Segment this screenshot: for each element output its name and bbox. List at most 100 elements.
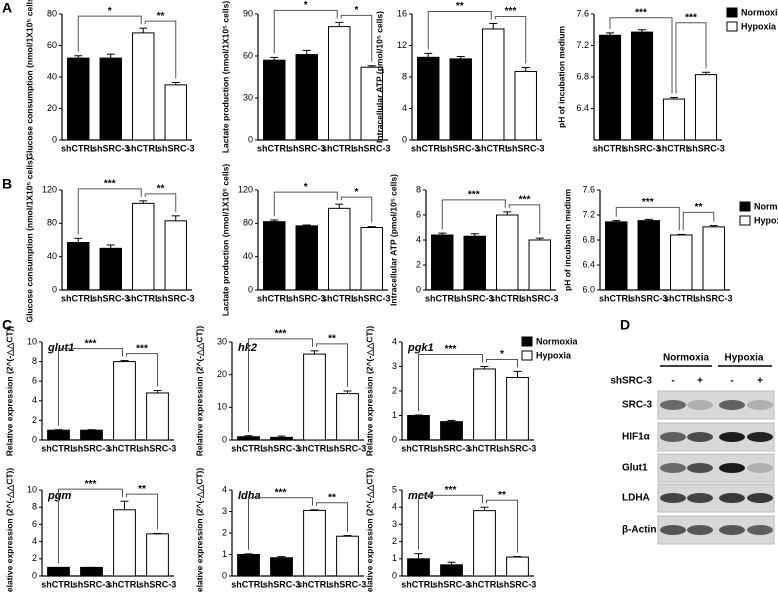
y-tick-label: 8 xyxy=(32,502,37,512)
significance-bracket xyxy=(609,17,673,94)
x-tick-label: shCTRL xyxy=(490,293,525,303)
significance-bracket xyxy=(58,348,123,426)
y-tick-label: 8 xyxy=(32,356,37,366)
significance-bracket xyxy=(248,497,313,550)
x-tick-label: shSRC-3 xyxy=(695,293,733,303)
y-tick-label: 2 xyxy=(416,259,421,269)
y-tick-label: 8 xyxy=(402,71,407,81)
bar xyxy=(270,436,293,441)
legend-swatch xyxy=(739,201,751,212)
y-tick-label: 4 xyxy=(392,502,397,512)
significance-label: *** xyxy=(85,338,97,349)
x-tick-label: shCTRL xyxy=(41,443,76,453)
y-axis-label: Lactate production (nmol/1X10⁵ cells) xyxy=(220,164,230,316)
y-tick-label: 2 xyxy=(392,385,397,395)
blot-header: Normoxia xyxy=(663,353,710,364)
y-tick-label: 6.8 xyxy=(576,71,589,81)
blot-band xyxy=(687,525,713,535)
bar xyxy=(694,74,718,141)
protein-label: Glut1 xyxy=(622,463,648,474)
bar xyxy=(463,235,486,291)
y-tick-label: 7.2 xyxy=(576,40,589,50)
y-tick-label: 20 xyxy=(47,103,57,113)
significance-bracket xyxy=(273,191,338,216)
bar xyxy=(164,220,187,291)
bar xyxy=(328,207,351,291)
legend-swatch xyxy=(726,7,738,18)
y-tick-label: 3 xyxy=(392,361,397,371)
bar xyxy=(132,202,155,291)
blot-band xyxy=(660,493,686,503)
x-tick-label: shSRC-3 xyxy=(329,443,367,453)
significance-bracket xyxy=(418,354,483,412)
y-tick-label: 0 xyxy=(392,434,397,444)
bar xyxy=(637,220,660,291)
significance-bracket xyxy=(675,22,707,94)
y-tick-label: 6.8 xyxy=(582,234,595,244)
x-tick-label: shSRC-3 xyxy=(92,293,130,303)
significance-label: *** xyxy=(445,485,457,496)
y-tick-label: 12 xyxy=(397,40,407,50)
x-tick-label: shSRC-3 xyxy=(521,293,559,303)
y-tick-label: 0 xyxy=(32,434,37,444)
bar xyxy=(407,415,430,441)
significance-bracket xyxy=(340,196,373,223)
y-axis-label: Glucose consumption (nmol/1X10⁵ cells) xyxy=(24,0,34,160)
bar xyxy=(263,221,286,291)
blot-band xyxy=(719,463,745,473)
bar xyxy=(336,393,359,441)
bar xyxy=(528,239,551,291)
significance-bracket xyxy=(486,359,518,368)
x-tick-label: shCTRL xyxy=(107,579,142,589)
y-tick-label: 0 xyxy=(416,284,421,294)
bar xyxy=(146,533,169,577)
legend-label: Normoxia xyxy=(754,201,778,211)
y-tick-label: 1 xyxy=(222,549,227,559)
significance-label: ** xyxy=(456,1,464,12)
blot-band xyxy=(660,463,686,473)
significance-bracket xyxy=(126,353,158,387)
y-axis-label: Relative expression (2^(-△△CT)) xyxy=(364,326,374,457)
y-tick-label: 0 xyxy=(222,434,227,444)
protein-label: SRC-3 xyxy=(622,400,652,411)
y-tick-label: 7.6 xyxy=(576,8,589,18)
panel-label: B xyxy=(2,176,12,192)
significance-label: *** xyxy=(104,178,116,189)
panel-label: A xyxy=(2,0,12,16)
bar xyxy=(514,70,537,141)
y-tick-label: 60 xyxy=(243,50,253,60)
blot-band xyxy=(747,432,773,442)
bar xyxy=(360,227,383,291)
significance-bracket xyxy=(340,14,373,62)
gene-title: glut1 xyxy=(47,342,74,354)
y-tick-label: 0 xyxy=(32,570,37,580)
significance-label: * xyxy=(500,349,504,360)
bar xyxy=(440,421,463,441)
x-tick-label: shCTRL xyxy=(297,443,332,453)
x-tick-label: shSRC-3 xyxy=(442,143,480,153)
y-tick-label: 6.0 xyxy=(582,284,595,294)
x-tick-label: shSRC-3 xyxy=(263,443,301,453)
significance-bracket xyxy=(494,15,527,64)
x-tick-label: shCTRL xyxy=(107,443,142,453)
blot-lane: + xyxy=(757,376,763,387)
x-tick-label: shCTRL xyxy=(322,293,357,303)
y-tick-label: 4 xyxy=(222,484,227,494)
x-tick-label: shCTRL xyxy=(467,443,502,453)
y-tick-label: 5 xyxy=(392,484,397,494)
blot-band xyxy=(719,525,745,535)
significance-label: *** xyxy=(519,195,531,206)
bar xyxy=(132,32,155,141)
y-tick-label: 0 xyxy=(52,134,57,144)
significance-label: * xyxy=(355,5,359,16)
bar xyxy=(496,214,519,291)
legend-label: Hypoxia xyxy=(754,215,778,225)
bar xyxy=(670,234,693,291)
blot-band xyxy=(747,463,773,473)
significance-bracket xyxy=(273,9,338,54)
x-tick-label: shCTRL xyxy=(126,143,161,153)
gene-title: hk2 xyxy=(238,342,257,354)
significance-label: *** xyxy=(275,328,287,339)
bar xyxy=(164,84,187,141)
blot-header: Hypoxia xyxy=(725,353,764,364)
